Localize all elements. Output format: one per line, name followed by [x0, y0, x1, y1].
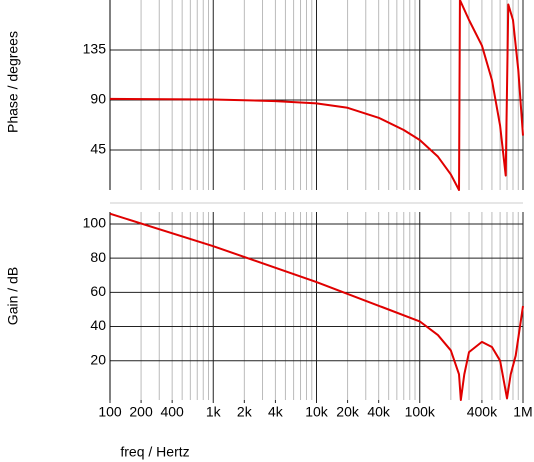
x-tick-label: 40k: [367, 404, 391, 420]
x-axis-label: freq / Hertz: [120, 444, 189, 460]
y-tick-label: 135: [83, 41, 107, 57]
x-tick-label: 2k: [237, 404, 253, 420]
y-tick-label: 20: [90, 351, 106, 367]
x-tick-label: 10k: [305, 404, 329, 420]
x-tick-label: 1k: [206, 404, 222, 420]
y-tick-label: 80: [90, 249, 106, 265]
x-tick-label: 100: [98, 404, 122, 420]
x-tick-label: 20k: [336, 404, 360, 420]
x-tick-label: 400k: [467, 404, 498, 420]
plot: 100 200 400 1k 2k 4k 10k 20k 40k 100k 400k 1M 20 40 60…: [83, 212, 533, 420]
y-axis-label: Gain / dB: [5, 267, 21, 325]
y-tick-label: 60: [90, 283, 106, 299]
y-tick-label: 90: [90, 91, 106, 107]
line: [110, 0, 524, 191]
y-tick-label: 45: [90, 141, 106, 157]
line: [110, 212, 524, 401]
x-tick-label: 200: [129, 404, 153, 420]
y-axis-label: Phase / degrees: [5, 31, 21, 133]
x-tick-label: 4k: [268, 404, 284, 420]
x-tick-label: 400: [160, 404, 184, 420]
x-tick-label: 1M: [513, 404, 532, 420]
y-tick-label: 100: [83, 215, 107, 231]
plot: 45 90 135: [83, 0, 524, 191]
y-tick-label: 40: [90, 317, 106, 333]
x-tick-label: 100k: [405, 404, 436, 420]
